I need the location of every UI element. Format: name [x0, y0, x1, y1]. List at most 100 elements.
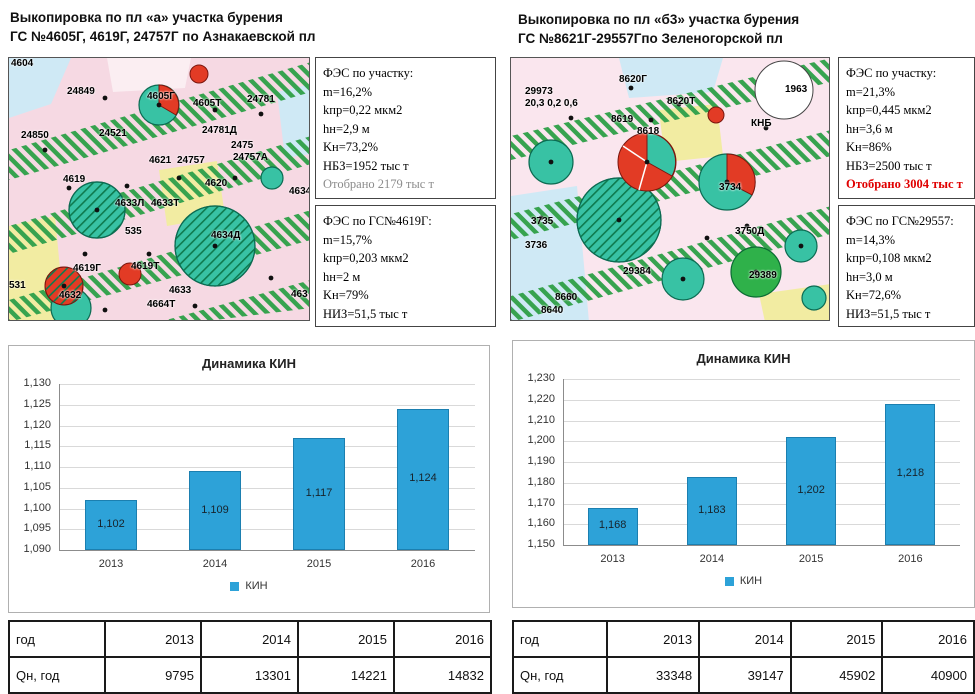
fes-line: m=21,3%: [846, 84, 896, 99]
fes-title: ФЭС по участку:: [846, 66, 937, 80]
map-well-label: 8620Г: [619, 74, 647, 85]
fes-line: Kн=72,6%: [846, 288, 902, 302]
value-cell: 33348: [606, 656, 701, 694]
right-fes-well-box: ФЭС по ГС№29557: m=14,3% kпр=0,108 мкм2 …: [838, 205, 975, 327]
fes-withdrawn-note: Отобрано 3004 тыс т: [846, 177, 963, 191]
fes-line: НБЗ=2500 тыс т: [846, 158, 932, 173]
chart-legend: КИН: [513, 575, 974, 587]
grid-line: [563, 441, 960, 443]
left-fes-well-box: ФЭС по ГС№4619Г: m=15,7% kпр=0,203 мкм2 …: [315, 205, 496, 327]
right-kin-dynamics-chart: Динамика КИН 1,150 1,160 1,170 1,180 1,190 1,2…: [512, 340, 975, 608]
map-well-label: 3734: [719, 182, 742, 193]
map-well-label: 4633Т: [151, 198, 180, 209]
fes-line: НИЗ=51,5 тыс т: [846, 306, 931, 321]
y-axis-tick-label: 1,120: [23, 418, 51, 431]
value-cell: 2014: [200, 620, 299, 658]
x-axis-tick-label: 2016: [410, 558, 436, 570]
fes-line: НБЗ=1952 тыс т: [323, 158, 409, 173]
map-well-label: 24781: [247, 94, 275, 105]
map-well-label: 24781Д: [202, 125, 237, 136]
y-axis-tick-label: 1,125: [23, 397, 51, 410]
left-production-table: год 2013 2014 2015 2016 Qн, год 9795 13301 14221…: [8, 620, 492, 694]
x-axis-tick-label: 2014: [202, 558, 228, 570]
x-axis-tick-label: 2013: [600, 553, 625, 565]
bar-value-label: 1,183: [698, 503, 726, 516]
y-axis-tick-label: 1,110: [24, 460, 51, 472]
grid-line: [59, 508, 475, 510]
fes-title: ФЭС по участку:: [323, 66, 414, 80]
map-well-label: 2475: [231, 140, 254, 151]
chart-title: Динамика КИН: [202, 356, 296, 371]
grid-line: [563, 399, 960, 401]
y-axis-tick-label: 1,150: [527, 538, 555, 550]
legend-swatch: [724, 576, 734, 586]
grid-line: [59, 384, 475, 385]
fes-line: m=15,7%: [323, 232, 373, 247]
table-row: год 2013 2014 2015 2016: [8, 620, 492, 658]
grid-line: [59, 425, 475, 427]
x-axis-tick-label: 2013: [98, 558, 124, 570]
y-axis-tick-label: 1,190: [527, 455, 555, 467]
value-cell: 40900: [881, 656, 975, 694]
value-cell: 2015: [789, 620, 884, 658]
y-axis-tick-label: 1,180: [527, 475, 555, 488]
left-fes-area-box: ФЭС по участку: m=16,2% kпр=0,22 мкм2 hн…: [315, 57, 496, 199]
value-cell: 2015: [297, 620, 395, 658]
bar: [293, 437, 345, 550]
left-map-graphic: [9, 58, 309, 320]
map-well-label: 3735: [531, 216, 554, 227]
map-well-label: 4633Л: [115, 198, 145, 209]
map-well-label: 4604: [11, 58, 34, 69]
map-well-label: 24850: [21, 130, 49, 141]
x-axis-tick-label: 2014: [699, 553, 725, 565]
map-well-label: 8660: [555, 292, 578, 303]
map-well-label: 4605Г: [147, 91, 175, 102]
fes-title: ФЭС по ГС№4619Г:: [323, 214, 432, 228]
bar: [885, 403, 936, 545]
grid-line: [59, 487, 475, 489]
grid-line: [59, 529, 475, 531]
right-title-line1: Выкопировка по пл «б3» участка бурения: [518, 12, 800, 27]
map-well-label: 3736: [525, 240, 548, 251]
grid-line: [563, 462, 960, 463]
map-well-label: 20,3 0,2 0,6: [525, 98, 578, 109]
x-axis-line: [59, 550, 475, 551]
legend-label: КИН: [245, 580, 268, 592]
value-cell: 45902: [789, 656, 884, 694]
grid-line: [563, 524, 960, 526]
y-axis-tick-label: 1,105: [23, 480, 51, 493]
row-header-cell: Qн, год: [511, 656, 609, 694]
legend-swatch: [230, 581, 240, 591]
map-well-label: 8619: [611, 114, 634, 125]
y-axis-tick-label: 1,220: [527, 392, 555, 405]
row-header-cell: год: [8, 620, 106, 658]
value-cell: 13301: [200, 656, 299, 694]
map-well-label: КНБ: [751, 118, 772, 129]
fes-line: kпр=0,203 мкм2: [323, 251, 409, 265]
fes-line: kпр=0,108 мкм2: [846, 251, 932, 265]
value-cell: 2016: [393, 620, 492, 658]
fes-line: m=16,2%: [323, 84, 373, 99]
bar: [786, 437, 837, 545]
map-well-label: 535: [125, 226, 142, 237]
well-markers: [538, 85, 804, 299]
empty-contour-circle: [754, 60, 814, 120]
data-table: год 2013 2014 2015 2016 Qн, год 33348 39147 4590…: [511, 620, 975, 694]
right-production-table: год 2013 2014 2015 2016 Qн, год 33348 39147 4590…: [511, 620, 975, 694]
fes-line: m=14,3%: [846, 232, 896, 247]
grid-line: [59, 404, 475, 406]
y-axis-tick-label: 1,160: [527, 517, 555, 530]
map-well-label: 24521: [99, 128, 127, 139]
map-well-label: 4620: [205, 178, 228, 189]
right-map-graphic: [511, 58, 829, 320]
value-cell: 2013: [104, 620, 202, 658]
fes-line: hн=3,0 м: [846, 269, 893, 284]
y-axis-line: [59, 384, 60, 550]
left-geological-map: 4604 24849 4605Г 4605Т 24781 24850 24521 24781Д…: [8, 57, 310, 321]
y-axis-tick-label: 1,100: [23, 501, 51, 514]
bar-value-label: 1,117: [305, 486, 333, 499]
map-well-label: 4621: [149, 155, 172, 166]
fes-line: kпр=0,445 мкм2: [846, 103, 932, 117]
value-cell: 2013: [606, 620, 701, 658]
fes-line: hн=2 м: [323, 269, 361, 284]
